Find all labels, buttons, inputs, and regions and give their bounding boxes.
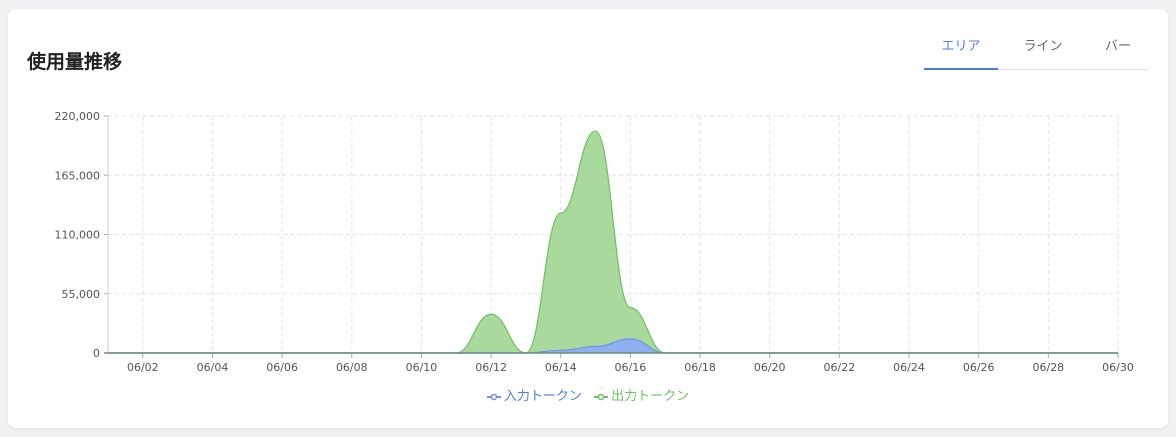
tab-line[interactable]: ライン (1023, 39, 1063, 54)
y-tick-label: 110,000 (55, 229, 101, 242)
legend-line-icon-output (594, 393, 609, 400)
x-tick-label: 06/26 (963, 361, 995, 374)
active-tab-indicator (924, 68, 998, 70)
x-tick-label: 06/08 (336, 361, 368, 374)
usage-card: 使用量推移 エリア ライン バー 0 55,000 110,000 165,000 22… (8, 9, 1168, 428)
y-tick-label: 220,000 (55, 110, 101, 123)
card-title: 使用量推移 (27, 51, 123, 73)
legend: 入力トークン 出力トークン (8, 385, 1168, 404)
area-output (108, 131, 1118, 353)
y-tick-label: 55,000 (62, 288, 101, 301)
legend-item-output[interactable]: 出力トークン (594, 385, 689, 404)
chart-type-tabs: エリア ライン バー (924, 33, 1148, 70)
tab-bar[interactable]: バー (1104, 39, 1131, 54)
y-tick-label: 165,000 (55, 169, 101, 182)
x-tick-label: 06/12 (475, 361, 507, 374)
x-tick-label: 06/18 (684, 361, 716, 374)
x-tick-label: 06/10 (406, 361, 438, 374)
x-tick-label: 06/04 (197, 361, 229, 374)
x-tick-label: 06/20 (754, 361, 786, 374)
x-tick-label: 06/06 (266, 361, 298, 374)
x-tick-label: 06/16 (615, 361, 647, 374)
x-tick-label: 06/30 (1102, 361, 1134, 374)
legend-item-input[interactable]: 入力トークン (486, 385, 582, 404)
x-tick-label: 06/22 (824, 361, 856, 374)
legend-label-input: 入力トークン (503, 389, 582, 404)
legend-line-icon-input (486, 393, 501, 400)
x-tick-label: 06/28 (1032, 361, 1064, 374)
y-tick-label: 0 (93, 347, 100, 360)
tab-area[interactable]: エリア (941, 39, 981, 54)
x-tick-label: 06/14 (545, 361, 577, 374)
area-input (108, 338, 1118, 353)
x-tick-label: 06/02 (127, 361, 159, 374)
usage-area-chart: 0 55,000 110,000 165,000 220,000 06/02 06/04 06… (55, 110, 1134, 374)
legend-label-output: 出力トークン (611, 389, 690, 404)
x-tick-label: 06/24 (893, 361, 925, 374)
